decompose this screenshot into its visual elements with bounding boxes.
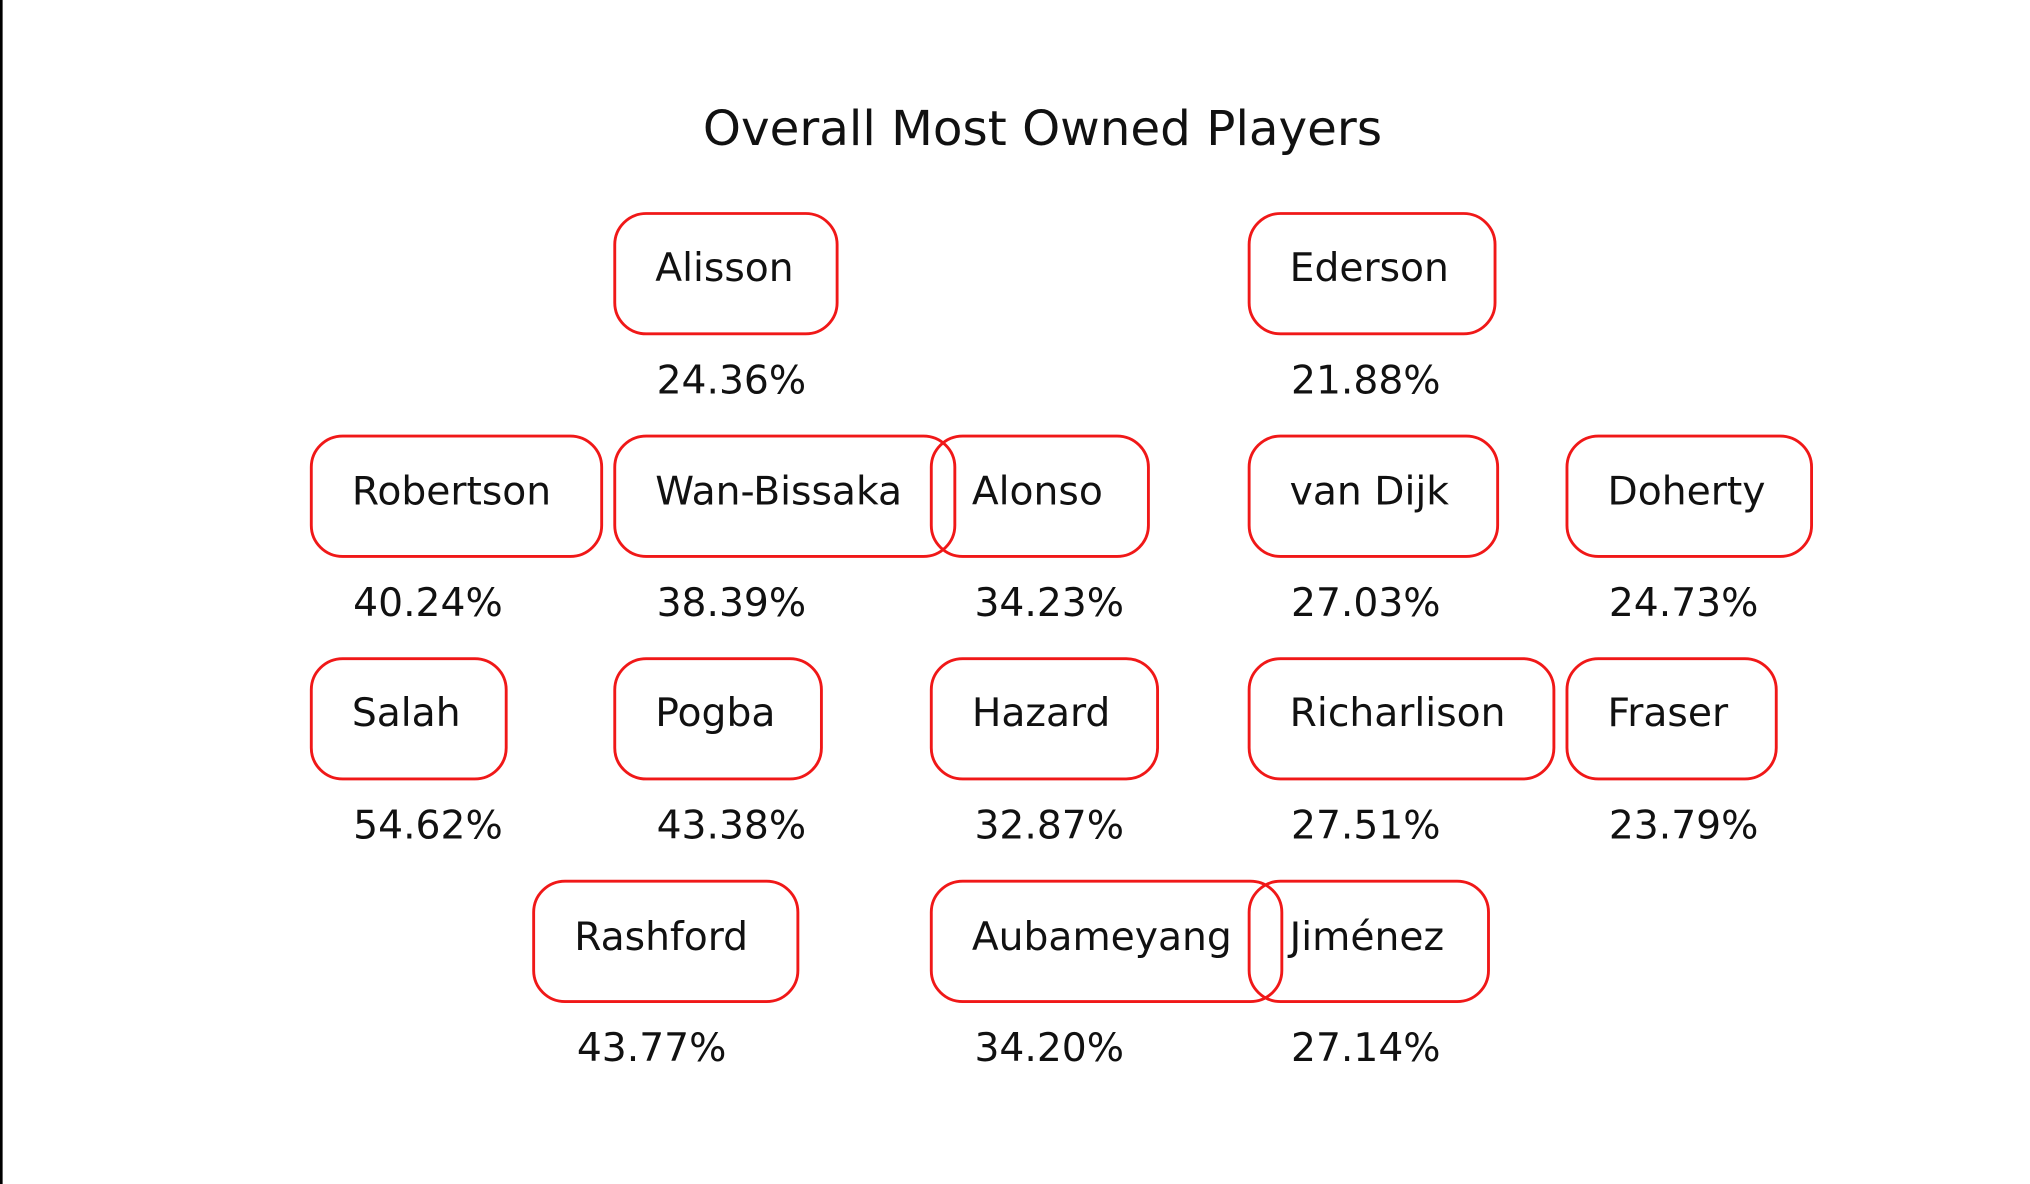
player-name: Alonso xyxy=(972,470,1103,515)
ownership: 27.51% xyxy=(1291,804,1441,849)
ownership: 24.73% xyxy=(1609,581,1759,626)
player-box xyxy=(1565,434,1814,558)
ownership: 27.14% xyxy=(1291,1026,1441,1071)
player-name: Ederson xyxy=(1290,246,1449,291)
player-name: Richarlison xyxy=(1290,691,1506,736)
player-name: Doherty xyxy=(1608,470,1766,515)
player-name: Robertson xyxy=(352,470,551,515)
player-box xyxy=(1247,434,1500,558)
ownership: 43.77% xyxy=(577,1026,727,1071)
player-name: Alisson xyxy=(655,246,793,291)
player-name: Rashford xyxy=(574,915,748,960)
ownership: 23.79% xyxy=(1609,804,1759,849)
title: Overall Most Owned Players xyxy=(703,101,1382,157)
player-box xyxy=(613,434,957,558)
ownership: 54.62% xyxy=(353,804,503,849)
player-box xyxy=(1247,212,1497,336)
player-name: Aubameyang xyxy=(972,915,1232,960)
player-box xyxy=(1247,879,1490,1003)
ownership: 24.36% xyxy=(657,359,807,404)
ownership: 40.24% xyxy=(353,581,503,626)
player-box xyxy=(929,434,1150,558)
ownership: 34.23% xyxy=(974,581,1124,626)
player-box xyxy=(309,434,604,558)
player-name: Hazard xyxy=(972,691,1111,736)
player-box xyxy=(1565,657,1778,781)
player-name: Salah xyxy=(352,691,461,736)
player-box xyxy=(929,879,1284,1003)
player-name: van Dijk xyxy=(1290,470,1450,515)
player-box xyxy=(613,657,823,781)
ownership: 21.88% xyxy=(1291,359,1441,404)
ownership: 27.03% xyxy=(1291,581,1441,626)
player-name: Jiménez xyxy=(1287,915,1444,960)
player-box xyxy=(532,879,800,1003)
ownership: 38.39% xyxy=(657,581,807,626)
player-name: Pogba xyxy=(655,691,775,736)
player-name: Fraser xyxy=(1608,691,1730,736)
player-box xyxy=(1247,657,1556,781)
player-box xyxy=(309,657,508,781)
ownership: 32.87% xyxy=(974,804,1124,849)
player-box xyxy=(929,657,1160,781)
player-box xyxy=(613,212,839,336)
player-name: Wan-Bissaka xyxy=(655,470,902,515)
ownership: 43.38% xyxy=(657,804,807,849)
ownership: 34.20% xyxy=(974,1026,1124,1071)
